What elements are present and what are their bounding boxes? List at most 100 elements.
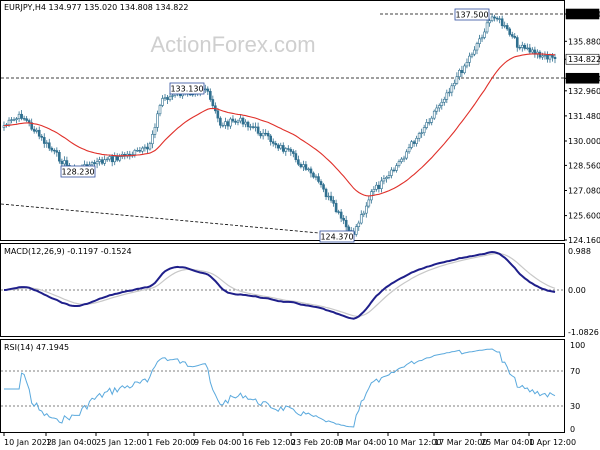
candle-body [276, 144, 280, 149]
time-tick-label: 18 Jan 04:00 [46, 438, 97, 447]
candle-body [450, 85, 454, 93]
candle-body [100, 159, 104, 164]
price-panel-frame [0, 0, 565, 241]
rsi-panel-frame [0, 339, 565, 433]
candle-body [528, 47, 532, 53]
candle-body [430, 117, 434, 123]
watermark: ActionForex.com [150, 32, 315, 57]
candle-body [7, 119, 11, 126]
candle-body [375, 184, 378, 190]
price-tick-label: 130.000 [568, 137, 600, 146]
candle-body [422, 127, 426, 134]
candle-body [312, 172, 315, 178]
macd-tick-bottom: -1.0826 [568, 328, 599, 337]
price-tick-label: 134.822 [568, 55, 600, 64]
candle-body [339, 211, 343, 219]
time-tick-label: 9 Feb 04:00 [194, 438, 241, 447]
candle-body [329, 195, 333, 201]
candle-body [410, 141, 413, 148]
annotation-137500: 137.500 [454, 8, 490, 21]
candle-body [254, 126, 257, 129]
candle-body [385, 177, 388, 180]
candle-body [500, 18, 504, 27]
candle-body [302, 164, 305, 168]
candle-body [151, 134, 154, 145]
price-tag-box [565, 8, 600, 20]
macd-tick-zero: 0.00 [568, 286, 586, 295]
candle-body [138, 150, 142, 152]
candle-body [221, 124, 225, 127]
candle-body [397, 161, 401, 166]
candle-body [309, 168, 313, 174]
candle-body [400, 158, 403, 162]
candle-body [22, 118, 26, 120]
candle-body [284, 148, 288, 152]
candle-body [161, 98, 164, 106]
candle-body [380, 180, 383, 189]
candle-body [281, 145, 285, 152]
candle-body [266, 133, 270, 137]
candle-body [63, 160, 66, 165]
candle-body [110, 156, 114, 163]
candle-body [526, 47, 529, 50]
candle-body [420, 132, 423, 134]
candle-body [20, 113, 23, 119]
candle-body [513, 36, 517, 38]
candle-body [256, 126, 260, 134]
candle-body [503, 25, 506, 27]
price-tick-label: 135.880 [568, 37, 600, 46]
candle-body [440, 101, 444, 106]
price-tick-label: 127.080 [568, 186, 600, 195]
candle-body [108, 156, 111, 160]
candle-body [292, 151, 295, 154]
rsi-tick-70: 70 [570, 367, 580, 376]
candle-body [415, 137, 418, 144]
time-tick-label: 25 Mar 04:00 [481, 438, 534, 447]
candle-body [307, 168, 310, 171]
candle-body [417, 133, 421, 139]
candle-body [445, 92, 449, 100]
candle-body [105, 158, 109, 161]
time-tick-label: 17 Mar 20:00 [434, 438, 487, 447]
candle-body [209, 91, 212, 100]
price-candles [2, 13, 557, 237]
candle-body [287, 148, 290, 150]
annotation-label: 137.500 [455, 11, 488, 20]
price-tag-box [565, 72, 600, 84]
candle-body [50, 147, 54, 151]
candle-body [347, 226, 350, 231]
candle-body [495, 17, 499, 20]
macd-tick-top: 0.988 [568, 247, 591, 256]
annotation-label: 124.370 [320, 233, 353, 242]
candle-body [493, 16, 496, 19]
candle-body [402, 157, 406, 160]
candle-body [231, 118, 235, 122]
candle-body [241, 117, 245, 125]
candle-body [95, 161, 99, 165]
candle-body [279, 145, 283, 149]
candle-body [25, 118, 28, 121]
candle-body [435, 107, 439, 112]
time-tick-label: 10 Mar 12:00 [388, 438, 441, 447]
price-tick-label: 128.560 [568, 161, 600, 170]
candle-body [148, 143, 152, 150]
candle-body [166, 97, 169, 100]
candle-body [448, 91, 451, 94]
annotation-124370: 124.370 [319, 230, 355, 243]
candle-body [314, 176, 318, 178]
candle-body [334, 202, 338, 213]
candle-body [468, 55, 471, 63]
candle-body [42, 137, 46, 144]
candle-body [523, 44, 527, 49]
macd-panel-header: MACD(12,26,9) -0.1197 -0.1524 [4, 247, 132, 256]
candle-body [543, 54, 547, 57]
candle-body [168, 95, 172, 100]
macd-panel-frame [0, 243, 565, 337]
candle-body [465, 62, 469, 67]
annotation-label: 133.130 [170, 85, 203, 94]
candle-body [382, 178, 386, 182]
candle-body [546, 54, 549, 60]
rsi-panel-header: RSI(14) 47.1945 [4, 343, 69, 352]
